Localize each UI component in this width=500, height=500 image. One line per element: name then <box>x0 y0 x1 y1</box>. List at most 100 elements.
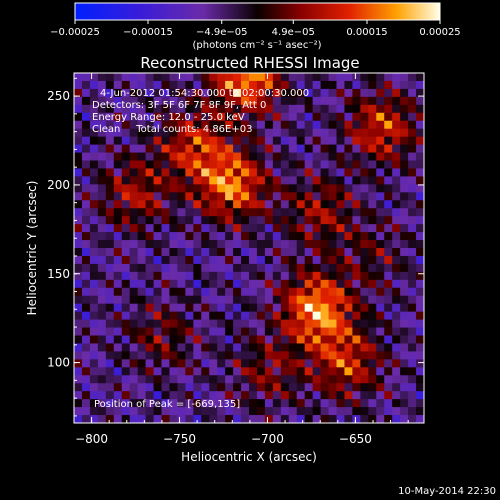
heatmap-cell <box>264 367 274 376</box>
heatmap-cell <box>352 224 361 233</box>
heatmap-cell <box>241 96 250 106</box>
heatmap-cell <box>225 319 234 329</box>
heatmap-cell <box>145 96 155 106</box>
heatmap-cell <box>161 311 171 321</box>
heatmap-cell <box>241 303 250 313</box>
heatmap-cell <box>209 351 218 360</box>
heatmap-cell <box>89 136 99 146</box>
heatmap-cell <box>185 168 194 177</box>
heatmap-cell <box>368 192 377 201</box>
heatmap-cell <box>272 152 282 162</box>
heatmap-cell <box>416 295 424 305</box>
heatmap-cell <box>296 224 306 233</box>
heatmap-cell <box>312 327 322 337</box>
heatmap-cell <box>121 303 131 313</box>
heatmap-cell <box>153 120 163 130</box>
heatmap-cell <box>312 255 322 265</box>
heatmap-cell <box>368 240 377 249</box>
heatmap-cell <box>344 208 353 217</box>
heatmap-cell <box>392 327 401 337</box>
heatmap-cell <box>312 240 322 249</box>
heatmap-cell <box>320 160 330 170</box>
heatmap-cell <box>217 200 226 209</box>
heatmap-cell <box>320 295 330 305</box>
heatmap-cell <box>328 415 338 423</box>
heatmap-cell <box>185 208 194 217</box>
heatmap-cell <box>225 351 234 360</box>
heatmap-cell <box>320 200 330 209</box>
heatmap-cell <box>288 255 298 265</box>
heatmap-cell <box>360 343 369 352</box>
heatmap-cell <box>320 311 330 321</box>
heatmap-cell <box>233 295 242 305</box>
heatmap-cell <box>328 96 338 106</box>
heatmap-cell <box>392 255 401 265</box>
heatmap-cell <box>145 359 155 368</box>
heatmap-cell <box>280 303 290 313</box>
heatmap-cell <box>145 200 155 209</box>
heatmap-cell <box>89 168 99 177</box>
heatmap-cell <box>392 152 401 162</box>
heatmap-cell <box>113 287 123 297</box>
heatmap-cell <box>328 383 338 392</box>
heatmap-cell <box>129 160 139 170</box>
heatmap-cell <box>89 192 99 201</box>
heatmap-cell <box>97 152 107 162</box>
heatmap-cell <box>137 224 147 233</box>
heatmap-cell <box>320 224 330 233</box>
heatmap-cell <box>336 287 346 297</box>
heatmap-cell <box>177 112 186 122</box>
heatmap-cell <box>241 104 250 114</box>
heatmap-cell <box>336 88 346 98</box>
heatmap-cell <box>105 311 115 321</box>
heatmap-cell <box>209 224 218 233</box>
heatmap-cell <box>296 383 306 392</box>
heatmap-cell <box>129 168 139 177</box>
heatmap-cell <box>201 295 210 305</box>
heatmap-cell <box>272 104 282 114</box>
heatmap-cell <box>89 232 99 241</box>
heatmap-cell <box>97 359 107 368</box>
heatmap-cell <box>320 279 330 289</box>
heatmap-cell <box>320 248 330 257</box>
heatmap-cell <box>280 168 290 177</box>
heatmap-cell <box>169 160 178 170</box>
heatmap-cell <box>97 343 107 352</box>
heatmap-cell <box>376 192 385 201</box>
heatmap-cell <box>225 224 234 233</box>
heatmap-cell <box>74 160 83 170</box>
heatmap-cell <box>89 144 99 154</box>
heatmap-cell <box>185 391 194 400</box>
heatmap-cell <box>161 255 171 265</box>
heatmap-cell <box>304 152 314 162</box>
heatmap-cell <box>344 399 353 408</box>
heatmap-cell <box>129 208 139 217</box>
heatmap-cell <box>145 160 155 170</box>
heatmap-cell <box>169 263 178 273</box>
heatmap-cell <box>360 383 369 392</box>
heatmap-cell <box>201 327 210 337</box>
heatmap-cell <box>145 335 155 345</box>
heatmap-cell <box>304 255 314 265</box>
heatmap-cell <box>400 152 409 162</box>
heatmap-cell <box>288 120 298 130</box>
heatmap-cell <box>121 335 131 345</box>
heatmap-cell <box>145 208 155 217</box>
heatmap-cell <box>145 263 155 273</box>
heatmap-cell <box>169 319 178 329</box>
heatmap-cell <box>408 224 417 233</box>
heatmap-cell <box>137 152 147 162</box>
heatmap-cell <box>129 152 139 162</box>
heatmap-cell <box>129 311 139 321</box>
heatmap-cell <box>360 112 369 122</box>
heatmap-cell <box>177 73 186 82</box>
heatmap-cell <box>89 104 99 114</box>
heatmap-cell <box>193 327 202 337</box>
heatmap-cell <box>105 120 115 130</box>
heatmap-cell <box>408 415 417 423</box>
heatmap-cell <box>360 311 369 321</box>
heatmap-cell <box>225 232 234 241</box>
heatmap-cell <box>328 112 338 122</box>
heatmap-cell <box>304 176 314 185</box>
heatmap-cell <box>408 359 417 368</box>
